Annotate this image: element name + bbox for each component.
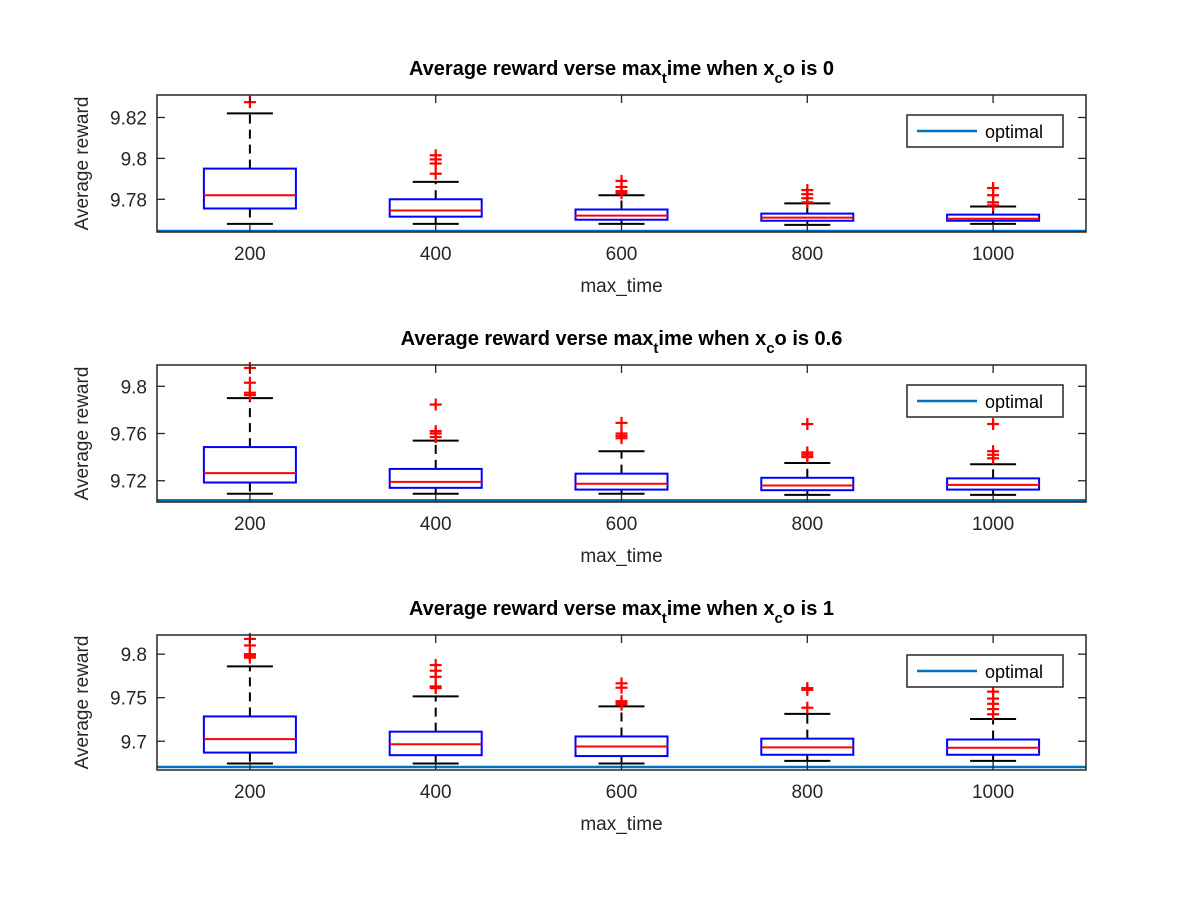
outlier-marker [801,184,814,197]
chart-title: Average reward verse maxtime when xco is… [409,58,834,87]
subplot-1: 200 400 600 800 1000 9.78 9.8 9.82 max_time Avera… [72,58,1087,297]
title-part: ime when x [667,598,775,620]
outlier-marker [801,682,814,695]
box-1000 [946,182,1041,225]
subplot-3: 200 400 600 800 1000 9.7 9.75 9.8 max_time Averag… [72,598,1087,835]
x-tick-label: 1000 [972,514,1014,535]
title-subscript: t [653,340,658,357]
box-600 [574,174,669,225]
title-subscript: c [775,610,783,627]
iqr-box [946,213,1041,222]
x-tick-label: 600 [606,244,638,265]
outlier-marker [801,701,814,714]
outlier-marker [429,149,442,162]
chart-title: Average reward verse maxtime when xco is… [401,328,843,357]
outlier-marker [615,416,628,429]
x-tick-label: 400 [420,244,452,265]
x-tick-label: 600 [606,782,638,803]
outlier-marker [801,446,814,459]
x-tick-label: 800 [791,514,823,535]
x-tick-label: 200 [234,514,266,535]
box-400 [388,398,483,495]
outlier-marker [615,174,628,187]
x-tick-label: 800 [791,782,823,803]
iqr-box [202,446,297,484]
outlier-marker [615,695,628,708]
outlier-marker [615,427,628,440]
title-subscript: t [662,70,667,87]
outlier-marker [243,386,256,399]
box-600 [574,416,669,495]
title-part: Average reward verse max [409,58,662,80]
x-tick-label: 600 [606,514,638,535]
iqr-box [388,467,483,489]
x-tick-label: 200 [234,244,266,265]
legend: optimal [906,114,1064,148]
title-part: Average reward verse max [401,328,654,350]
y-tick-label: 9.8 [121,377,147,398]
chart-title: Average reward verse maxtime when xco is… [409,598,834,627]
title-subscript: c [766,340,774,357]
outlier-marker [429,398,442,411]
box-400 [388,659,483,765]
outlier-marker [801,418,814,431]
y-tick-label: 9.8 [121,149,147,170]
legend-label: optimal [985,662,1043,682]
y-axis-label: Average reward [72,367,93,501]
legend: optimal [906,384,1064,418]
x-axis-label: max_time [580,276,662,297]
outlier-marker [987,418,1000,431]
y-tick-label: 9.75 [110,689,147,710]
outlier-marker [429,425,442,438]
legend: optimal [906,654,1064,688]
outlier-marker [429,167,442,180]
x-tick-label: 400 [420,782,452,803]
title-part: o is 1 [783,598,834,620]
title-subscript: c [775,70,783,87]
x-axis-label: max_time [580,814,662,835]
outlier-marker [615,677,628,690]
title-part: o is 0.6 [775,328,843,350]
y-tick-label: 9.76 [110,425,147,446]
y-axis-label: Average reward [72,97,93,231]
y-tick-label: 9.72 [110,472,147,493]
outlier-marker [243,376,256,389]
legend-label: optimal [985,122,1043,142]
iqr-box [574,208,669,221]
iqr-box [388,198,483,218]
title-part: Average reward verse max [409,598,662,620]
x-axis-label: max_time [580,546,662,567]
title-subscript: t [662,610,667,627]
iqr-box [760,476,855,492]
legend-label: optimal [985,392,1043,412]
iqr-box [202,167,297,210]
title-part: ime when x [667,58,775,80]
x-tick-label: 1000 [972,244,1014,265]
title-part: ime when x [658,328,766,350]
outlier-marker [987,445,1000,458]
box-800 [760,682,855,762]
y-tick-label: 9.7 [121,732,147,753]
y-tick-label: 9.8 [121,645,147,666]
outlier-marker [429,659,442,672]
iqr-box [202,715,297,754]
x-tick-label: 800 [791,244,823,265]
y-tick-label: 9.78 [110,190,147,211]
x-tick-label: 200 [234,782,266,803]
box-400 [388,149,483,225]
outlier-marker [987,182,1000,195]
subplot-2: 200 400 600 800 1000 9.72 9.76 9.8 max_time Avera… [72,328,1087,567]
legend-box [906,114,1064,148]
box-600 [574,677,669,765]
y-axis-label: Average reward [72,636,93,770]
box-1000 [946,685,1041,762]
title-part: o is 0 [783,58,834,80]
y-tick-label: 9.82 [110,108,147,129]
x-tick-label: 400 [420,514,452,535]
iqr-box [574,472,669,491]
x-tick-label: 1000 [972,782,1014,803]
